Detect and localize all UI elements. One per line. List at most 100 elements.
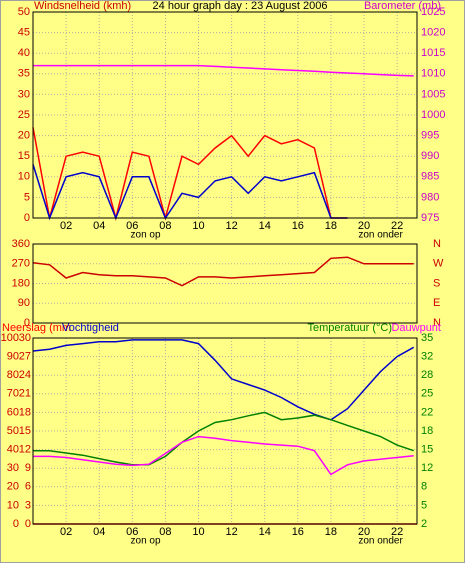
y-tick-label: 20 (18, 130, 30, 142)
y2-tick-label: N (433, 317, 441, 329)
rain-tick-label: 18 (19, 406, 31, 418)
x-tick-label: 12 (225, 220, 237, 232)
y-tick-label: 10 (18, 171, 30, 183)
y2-tick-label: 980 (421, 191, 439, 203)
x-tick-label: 04 (93, 526, 105, 538)
x-tick-label: 16 (292, 526, 304, 538)
y-tick-label: 40 (7, 444, 19, 456)
series-name: Dauwpunt (391, 322, 441, 334)
y2-tick-label: 25 (421, 388, 433, 400)
y2-tick-label: N (433, 238, 441, 250)
y2-tick-label: 5 (421, 499, 427, 511)
y-tick-label: 0 (24, 212, 30, 224)
y-tick-label: 5 (24, 191, 30, 203)
series-line (32, 127, 348, 221)
x-tick-label: 22 (391, 220, 403, 232)
y-tick-label: 50 (7, 425, 19, 437)
y-tick-label: 20 (7, 481, 19, 493)
series-name: Neerslag (mm (2, 322, 71, 334)
rain-tick-label: 15 (19, 425, 31, 437)
y-tick-label: 80 (7, 369, 19, 381)
y2-tick-label: 32 (421, 351, 433, 363)
y2-tick-label: 15 (421, 444, 433, 456)
x-tick-label: 04 (93, 220, 105, 232)
y2-tick-label: 995 (421, 130, 439, 142)
y2-tick-label: 8 (421, 481, 427, 493)
y-tick-label: 70 (7, 388, 19, 400)
series-line (33, 435, 414, 476)
x-tick-label: 20 (358, 220, 370, 232)
chart-title: 24 hour graph day : 23 August 2006 (153, 0, 328, 12)
series-line (33, 411, 414, 466)
y2-tick-label: 1020 (421, 27, 445, 39)
y2-tick-label: 1025 (421, 6, 445, 18)
plot-frame (32, 243, 418, 324)
x-tick-label: 14 (259, 526, 271, 538)
series-line (32, 339, 415, 421)
x-tick-label: 18 (325, 526, 337, 538)
x-tick-label: 18 (325, 220, 337, 232)
y2-tick-label: 2 (421, 518, 427, 530)
y-tick-label: 15 (18, 150, 30, 162)
y2-tick-label: 1000 (421, 109, 445, 121)
y2-tick-label: 985 (421, 171, 439, 183)
x-tick-label: 10 (192, 526, 204, 538)
y-tick-label: 60 (7, 406, 19, 418)
y2-axis-label: Barometer (mb) (364, 0, 441, 12)
y2-tick-label: 1010 (421, 68, 445, 80)
y-axis-label: Windsnelheid (kmh) (34, 0, 131, 12)
x-tick-label: 20 (358, 526, 370, 538)
annotation: zon onder (358, 230, 403, 241)
series-name: Temperatuur (°C) (308, 322, 392, 334)
y-tick-label: 360 (12, 238, 30, 250)
y2-tick-label: 1005 (421, 88, 445, 100)
plot-frame (32, 337, 418, 525)
rain-tick-label: 9 (25, 462, 31, 474)
y2-tick-label: 975 (421, 212, 439, 224)
rain-tick-label: 21 (19, 388, 31, 400)
y-tick-label: 30 (7, 462, 19, 474)
y2-tick-label: E (433, 297, 440, 309)
rain-tick-label: 12 (19, 444, 31, 456)
series-line (32, 256, 414, 287)
y2-tick-label: 990 (421, 150, 439, 162)
x-tick-label: 10 (192, 220, 204, 232)
y-tick-label: 30 (18, 88, 30, 100)
y-tick-label: 0 (24, 317, 30, 329)
y-tick-label: 100 (1, 332, 19, 344)
x-tick-label: 16 (292, 220, 304, 232)
x-tick-label: 08 (159, 526, 171, 538)
y-tick-label: 180 (12, 277, 30, 289)
y2-tick-label: 35 (421, 332, 433, 344)
y-tick-label: 25 (18, 109, 30, 121)
annotation: zon op (131, 230, 161, 241)
x-tick-label: 02 (60, 220, 72, 232)
y2-tick-label: W (433, 258, 444, 270)
y-tick-label: 40 (18, 47, 30, 59)
annotation: zon onder (358, 536, 403, 547)
rain-tick-label: 24 (19, 369, 31, 381)
rain-tick-label: 6 (25, 481, 31, 493)
series-line (32, 164, 348, 221)
y-tick-label: 10 (7, 499, 19, 511)
y-tick-label: 270 (12, 258, 30, 270)
y-tick-label: 45 (18, 27, 30, 39)
x-tick-label: 02 (60, 526, 72, 538)
y-tick-label: 50 (18, 6, 30, 18)
x-tick-label: 22 (391, 526, 403, 538)
y-tick-label: 35 (18, 68, 30, 80)
rain-tick-label: 27 (19, 351, 31, 363)
y2-tick-label: 28 (421, 369, 433, 381)
rain-tick-label: 0 (25, 518, 31, 530)
x-tick-label: 06 (126, 526, 138, 538)
y2-tick-label: 18 (421, 425, 433, 437)
y2-tick-label: S (433, 277, 440, 289)
y-tick-label: 90 (7, 351, 19, 363)
y2-tick-label: 12 (421, 462, 433, 474)
plot-frame (32, 11, 418, 219)
y-tick-label: 90 (18, 297, 30, 309)
y-tick-label: 0 (13, 518, 19, 530)
x-tick-label: 06 (126, 220, 138, 232)
